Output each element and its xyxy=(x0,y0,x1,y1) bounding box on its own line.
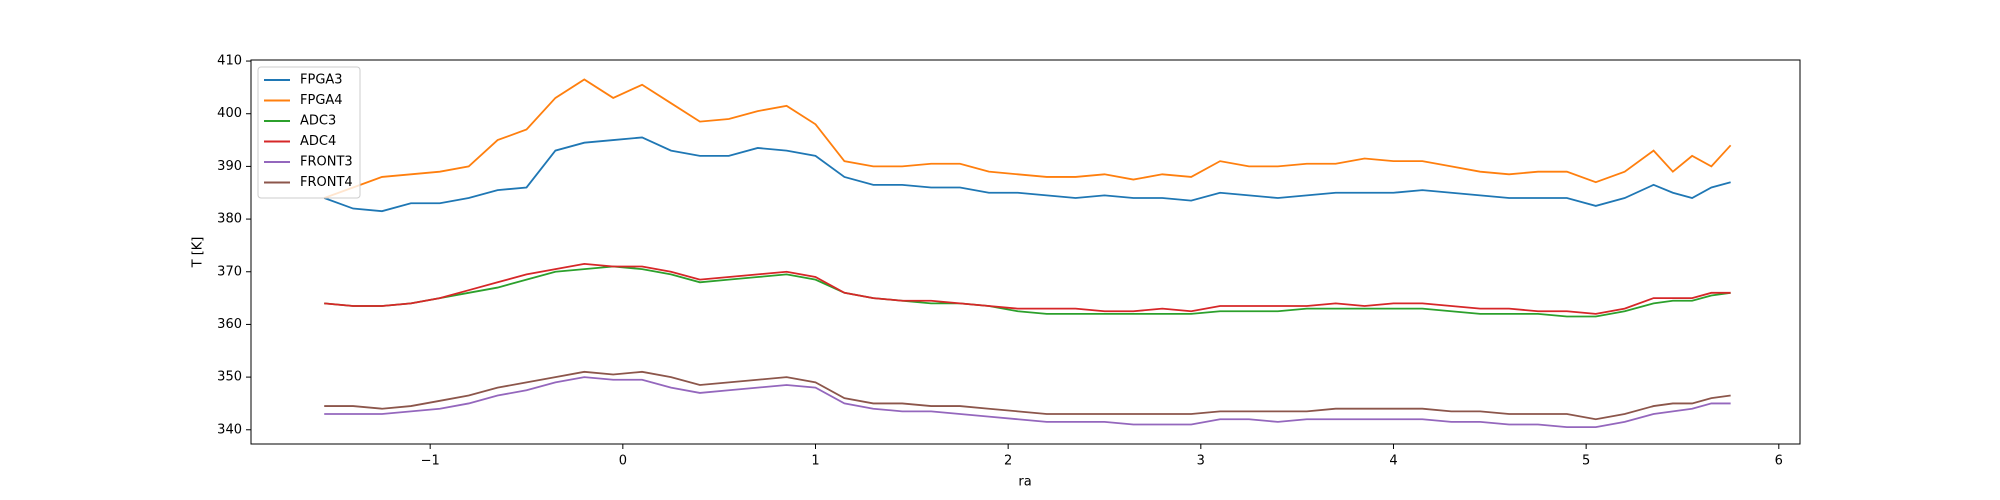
x-axis-label: ra xyxy=(1018,475,1031,490)
legend-label: FRONT3 xyxy=(300,155,353,170)
y-tick-label: 360 xyxy=(217,317,242,332)
x-tick-label: 2 xyxy=(1004,454,1012,469)
y-tick-label: 390 xyxy=(217,159,242,174)
x-tick-label: −1 xyxy=(421,454,440,469)
y-tick-label: 380 xyxy=(217,212,242,227)
x-tick-label: 6 xyxy=(1775,454,1783,469)
data-line xyxy=(324,265,1731,318)
x-tick-label: 0 xyxy=(619,454,627,469)
legend-label: ADC3 xyxy=(300,114,336,129)
legend-label: FPGA4 xyxy=(300,93,343,108)
data-line xyxy=(323,78,1732,199)
y-tick-label: 400 xyxy=(217,106,242,121)
data-line xyxy=(324,370,1731,421)
data-line xyxy=(323,136,1731,213)
data-line xyxy=(324,262,1731,315)
y-axis-label: T [K] xyxy=(191,237,206,269)
x-tick-label: 5 xyxy=(1582,454,1590,469)
legend-label: FPGA3 xyxy=(300,73,343,88)
legend-label: FRONT4 xyxy=(300,175,353,190)
x-tick-label: 3 xyxy=(1197,454,1205,469)
data-line xyxy=(324,376,1731,429)
x-tick-label: 1 xyxy=(811,454,819,469)
y-tick-label: 370 xyxy=(217,264,242,279)
x-tick-label: 4 xyxy=(1389,454,1397,469)
y-tick-label: 340 xyxy=(217,422,242,437)
y-tick-label: 410 xyxy=(217,54,242,69)
legend-label: ADC4 xyxy=(300,134,336,149)
y-tick-label: 350 xyxy=(217,370,242,385)
plot-frame xyxy=(250,59,1801,445)
